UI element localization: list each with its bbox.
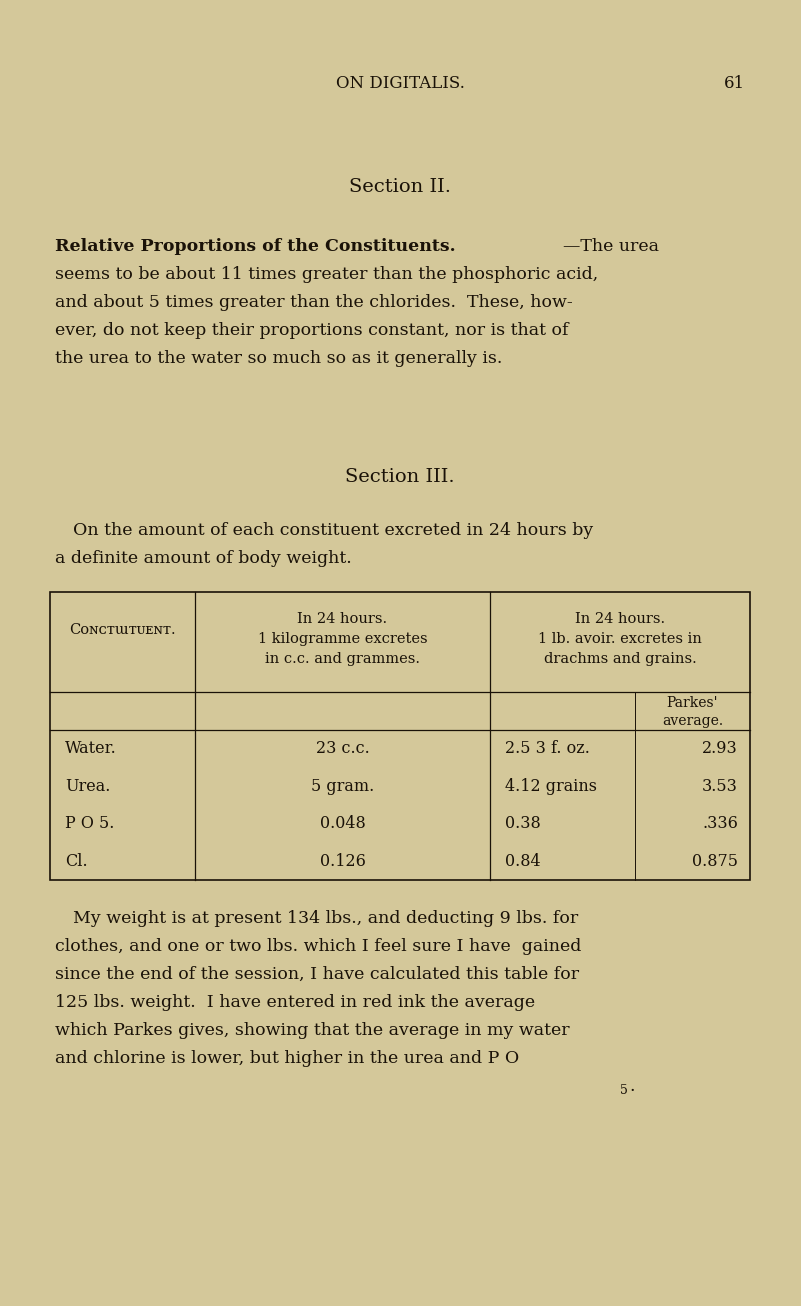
- Text: 5: 5: [620, 1084, 628, 1097]
- Text: Section III.: Section III.: [345, 468, 455, 486]
- Text: ON DIGITALIS.: ON DIGITALIS.: [336, 74, 465, 91]
- Text: 3.53: 3.53: [702, 778, 738, 795]
- Text: 0.875: 0.875: [692, 853, 738, 870]
- Text: Water.: Water.: [65, 741, 117, 757]
- Text: 1 kilogramme excretes: 1 kilogramme excretes: [258, 632, 427, 646]
- Text: which Parkes gives, showing that the average in my water: which Parkes gives, showing that the ave…: [55, 1023, 570, 1040]
- Text: 5 gram.: 5 gram.: [311, 778, 374, 795]
- Text: My weight is at present 134 lbs., and deducting 9 lbs. for: My weight is at present 134 lbs., and de…: [73, 910, 578, 927]
- Text: On the amount of each constituent excreted in 24 hours by: On the amount of each constituent excret…: [73, 522, 594, 539]
- Text: Urea.: Urea.: [65, 778, 111, 795]
- Text: P O 5.: P O 5.: [65, 815, 115, 832]
- Text: Cᴏɴᴄᴛɯᴛᴜᴇɴᴛ.: Cᴏɴᴄᴛɯᴛᴜᴇɴᴛ.: [69, 623, 175, 637]
- Text: 0.84: 0.84: [505, 853, 541, 870]
- Text: drachms and grains.: drachms and grains.: [544, 652, 696, 666]
- Text: seems to be about 11 times greater than the phosphoric acid,: seems to be about 11 times greater than …: [55, 266, 598, 283]
- Text: 2.5 3 f. oz.: 2.5 3 f. oz.: [505, 741, 590, 757]
- Text: in c.c. and grammes.: in c.c. and grammes.: [265, 652, 420, 666]
- Text: a definite amount of body weight.: a definite amount of body weight.: [55, 550, 352, 567]
- Text: ever, do not keep their proportions constant, nor is that of: ever, do not keep their proportions cons…: [55, 323, 569, 340]
- Text: 1 lb. avoir. excretes in: 1 lb. avoir. excretes in: [538, 632, 702, 646]
- Text: 0.38: 0.38: [505, 815, 541, 832]
- Text: Section II.: Section II.: [349, 178, 451, 196]
- Text: the urea to the water so much so as it generally is.: the urea to the water so much so as it g…: [55, 350, 502, 367]
- Text: 0.126: 0.126: [320, 853, 365, 870]
- Text: and chlorine is lower, but higher in the urea and P O: and chlorine is lower, but higher in the…: [55, 1050, 519, 1067]
- Text: 0.048: 0.048: [320, 815, 365, 832]
- Text: .336: .336: [702, 815, 738, 832]
- Text: —The urea: —The urea: [563, 238, 659, 255]
- Bar: [50, 592, 750, 880]
- Text: and about 5 times greater than the chlorides.  These, how-: and about 5 times greater than the chlor…: [55, 294, 573, 311]
- Text: Cl.: Cl.: [65, 853, 87, 870]
- Text: .: .: [629, 1077, 634, 1094]
- Text: Parkes'
average.: Parkes' average.: [662, 696, 723, 729]
- Text: 2.93: 2.93: [702, 741, 738, 757]
- Text: 23 c.c.: 23 c.c.: [316, 741, 369, 757]
- Text: 125 lbs. weight.  I have entered in red ink the average: 125 lbs. weight. I have entered in red i…: [55, 994, 535, 1011]
- Text: Relative Proportions of the Constituents.: Relative Proportions of the Constituents…: [55, 238, 456, 255]
- Text: 4.12 grains: 4.12 grains: [505, 778, 597, 795]
- Text: clothes, and one or two lbs. which I feel sure I have  gained: clothes, and one or two lbs. which I fee…: [55, 938, 582, 955]
- Text: 61: 61: [724, 74, 745, 91]
- Text: In 24 hours.: In 24 hours.: [297, 613, 388, 626]
- Text: since the end of the session, I have calculated this table for: since the end of the session, I have cal…: [55, 966, 579, 983]
- Text: In 24 hours.: In 24 hours.: [575, 613, 665, 626]
